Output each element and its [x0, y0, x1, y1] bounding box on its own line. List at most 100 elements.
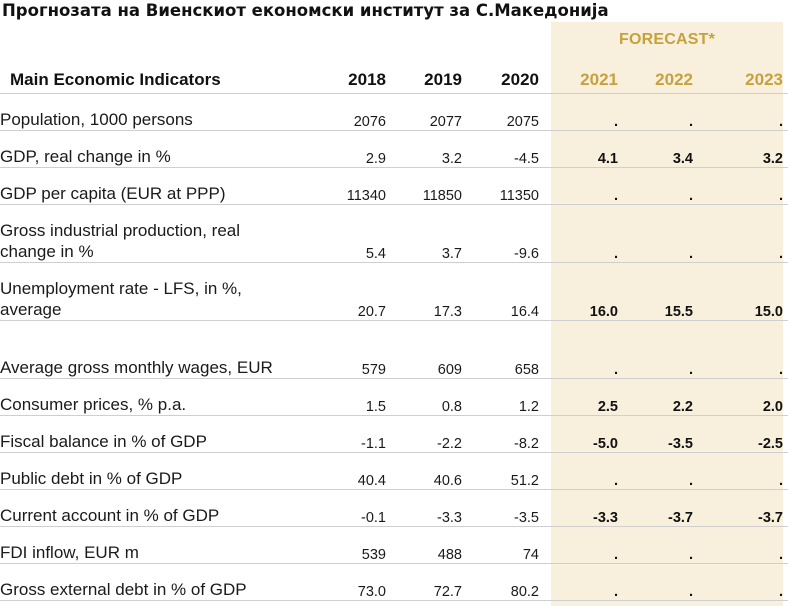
- cell-2023: .: [693, 204, 783, 263]
- header-gap: [783, 62, 788, 94]
- cell-2018: 1.5: [300, 378, 386, 416]
- table-row: Average gross monthly wages, EUR 579 609 65…: [0, 320, 788, 379]
- cell-2020: 2075: [462, 93, 539, 131]
- cell-2018: 73.0: [300, 563, 386, 601]
- cell-2023: 3.2: [693, 130, 783, 168]
- cell-2023: .: [693, 526, 783, 564]
- cell-2022: .: [618, 526, 693, 564]
- cell-2023: -3.7: [693, 489, 783, 527]
- cell-2020: 80.2: [462, 563, 539, 601]
- row-gap: [783, 452, 788, 490]
- indicators-table: Main Economic Indicators 2018 2019 2020 …: [0, 62, 788, 601]
- cell-2019: 488: [386, 526, 462, 564]
- row-gap: [783, 320, 788, 379]
- cell-2022: .: [618, 452, 693, 490]
- cell-2021: 4.1: [539, 130, 618, 168]
- cell-2020: -8.2: [462, 415, 539, 453]
- col-header-2019: 2019: [386, 62, 462, 94]
- row-label: Current account in % of GDP: [0, 489, 300, 527]
- cell-2022: .: [618, 563, 693, 601]
- cell-2022: .: [618, 320, 693, 379]
- cell-2018: -1.1: [300, 415, 386, 453]
- cell-2023: .: [693, 320, 783, 379]
- table-row: Gross external debt in % of GDP 73.0 72.7 8…: [0, 563, 788, 601]
- cell-2019: 40.6: [386, 452, 462, 490]
- cell-2021: .: [539, 204, 618, 263]
- row-label: FDI inflow, EUR m: [0, 526, 300, 564]
- table-row: Gross industrial production, real change…: [0, 204, 788, 263]
- row-gap: [783, 526, 788, 564]
- row-gap: [783, 415, 788, 453]
- cell-2021: -3.3: [539, 489, 618, 527]
- cell-2020: -4.5: [462, 130, 539, 168]
- row-gap: [783, 489, 788, 527]
- table-row: Population, 1000 persons 2076 2077 2075...: [0, 93, 788, 131]
- row-label: GDP, real change in %: [0, 130, 300, 168]
- col-header-2022: 2022: [618, 62, 693, 94]
- header-label: Main Economic Indicators: [0, 62, 300, 94]
- cell-2022: 3.4: [618, 130, 693, 168]
- row-gap: [783, 93, 788, 131]
- cell-2020: 658: [462, 320, 539, 379]
- col-header-2020: 2020: [462, 62, 539, 94]
- row-gap: [783, 378, 788, 416]
- header-row: Main Economic Indicators 2018 2019 2020 …: [0, 62, 788, 94]
- cell-2021: 16.0: [539, 262, 618, 321]
- cell-2019: 3.2: [386, 130, 462, 168]
- table-row: Consumer prices, % p.a. 1.5 0.8 1.2 2.5 2.2 2.…: [0, 378, 788, 416]
- cell-2020: -9.6: [462, 204, 539, 263]
- cell-2023: .: [693, 167, 783, 205]
- table-row: FDI inflow, EUR m 539 488 74...: [0, 526, 788, 564]
- cell-2023: .: [693, 563, 783, 601]
- cell-2018: 11340: [300, 167, 386, 205]
- cell-2018: 40.4: [300, 452, 386, 490]
- cell-2023: -2.5: [693, 415, 783, 453]
- cell-2023: .: [693, 452, 783, 490]
- cell-2018: 5.4: [300, 204, 386, 263]
- cell-2022: -3.5: [618, 415, 693, 453]
- page-title: Прогнозата на Виенскиот економски инстит…: [2, 1, 609, 20]
- cell-2019: 11850: [386, 167, 462, 205]
- cell-2018: 20.7: [300, 262, 386, 321]
- cell-2022: 15.5: [618, 262, 693, 321]
- cell-2018: -0.1: [300, 489, 386, 527]
- cell-2018: 539: [300, 526, 386, 564]
- cell-2020: -3.5: [462, 489, 539, 527]
- cell-2022: 2.2: [618, 378, 693, 416]
- row-label: GDP per capita (EUR at PPP): [0, 167, 300, 205]
- cell-2018: 579: [300, 320, 386, 379]
- cell-2021: 2.5: [539, 378, 618, 416]
- table-row: GDP, real change in % 2.9 3.2 -4.5 4.1 3.4 3.2: [0, 130, 788, 168]
- row-label: Fiscal balance in % of GDP: [0, 415, 300, 453]
- cell-2020: 74: [462, 526, 539, 564]
- cell-2019: 0.8: [386, 378, 462, 416]
- col-header-2018: 2018: [300, 62, 386, 94]
- cell-2020: 11350: [462, 167, 539, 205]
- cell-2019: 2077: [386, 93, 462, 131]
- row-label: Average gross monthly wages, EUR: [0, 320, 300, 379]
- cell-2019: 609: [386, 320, 462, 379]
- table-row: Public debt in % of GDP 40.4 40.6 51.2...: [0, 452, 788, 490]
- cell-2019: 72.7: [386, 563, 462, 601]
- col-header-2021: 2021: [539, 62, 618, 94]
- cell-2022: -3.7: [618, 489, 693, 527]
- cell-2023: .: [693, 93, 783, 131]
- cell-2019: 3.7: [386, 204, 462, 263]
- row-label: Public debt in % of GDP: [0, 452, 300, 490]
- row-label: Unemployment rate - LFS, in %, average: [0, 262, 300, 321]
- row-label: Gross industrial production, real change…: [0, 204, 300, 263]
- cell-2019: -2.2: [386, 415, 462, 453]
- cell-2022: .: [618, 204, 693, 263]
- row-gap: [783, 167, 788, 205]
- cell-2019: -3.3: [386, 489, 462, 527]
- cell-2020: 51.2: [462, 452, 539, 490]
- row-label: Gross external debt in % of GDP: [0, 563, 300, 601]
- row-gap: [783, 262, 788, 321]
- cell-2020: 16.4: [462, 262, 539, 321]
- cell-2021: .: [539, 93, 618, 131]
- cell-2018: 2.9: [300, 130, 386, 168]
- table-row: Current account in % of GDP -0.1 -3.3 -3.5-…: [0, 489, 788, 527]
- row-gap: [783, 204, 788, 263]
- col-header-2023: 2023: [693, 62, 783, 94]
- cell-2021: .: [539, 563, 618, 601]
